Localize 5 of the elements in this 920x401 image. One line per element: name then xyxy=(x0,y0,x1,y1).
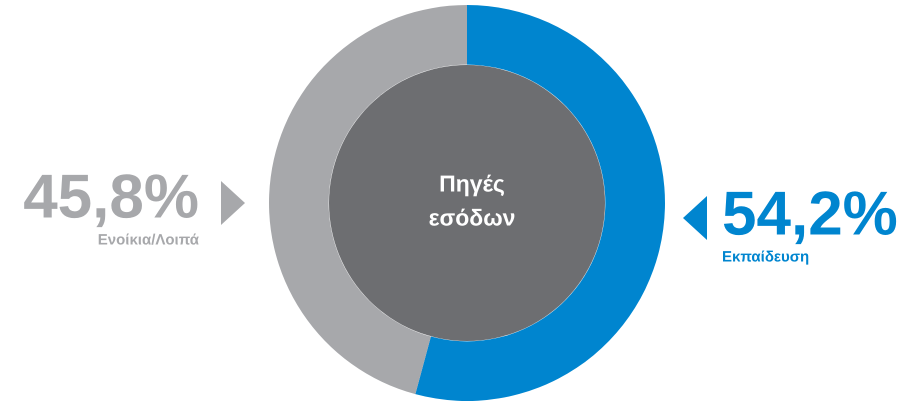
data-label: 45,8% xyxy=(23,162,199,232)
text: Πηγές εσόδων xyxy=(428,170,516,230)
slice-label: Εκπαίδευση xyxy=(722,248,810,266)
data-label: 54,2% xyxy=(722,180,898,248)
slice-label: Ενοίκια/Λοιπά xyxy=(98,232,200,248)
